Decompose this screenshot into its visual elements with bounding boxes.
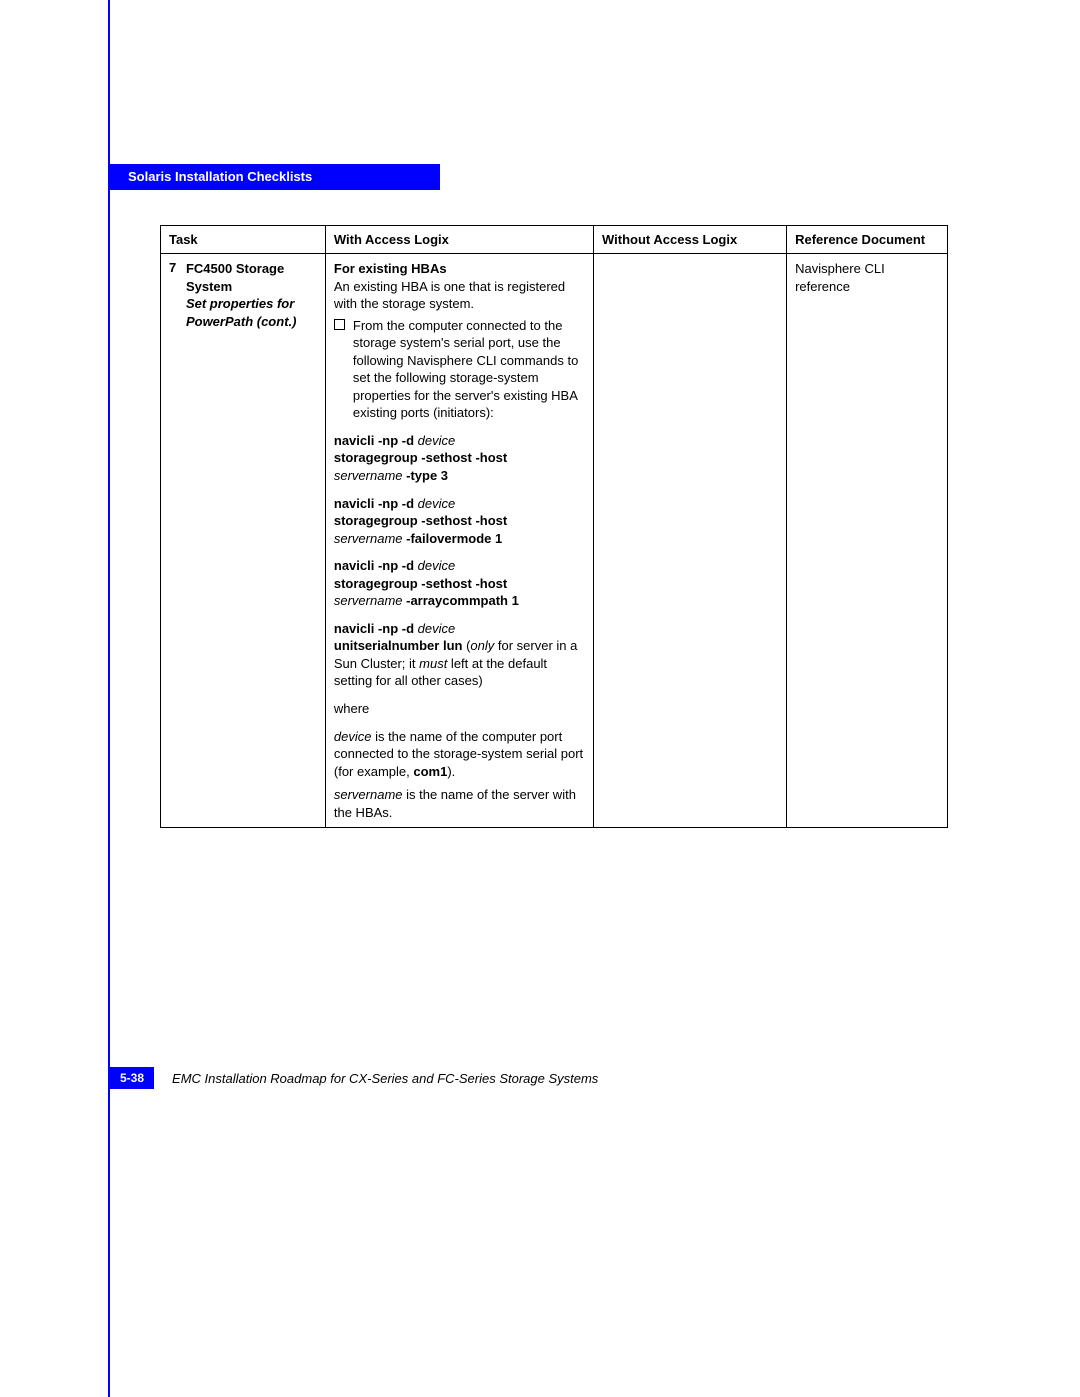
command-block-4: navicli -np -d device unitserialnumber l… <box>334 620 585 690</box>
cmd-var: device <box>418 496 456 511</box>
task-subtitle: Set properties for PowerPath (cont.) <box>186 296 297 329</box>
desc-text: ). <box>447 764 455 779</box>
cell-with: For existing HBAs An existing HBA is one… <box>325 254 593 828</box>
cmd-var: servername <box>334 531 403 546</box>
col-header-ref: Reference Document <box>787 226 948 254</box>
cmd-text: -failovermode 1 <box>403 531 503 546</box>
cmd-var: device <box>418 621 456 636</box>
cmd-text: unitserialnumber lun <box>334 638 463 653</box>
ref-text: Navisphere CLI reference <box>795 260 939 295</box>
cell-without <box>594 254 787 828</box>
command-block-2: navicli -np -d device storagegroup -seth… <box>334 495 585 548</box>
with-intro: An existing HBA is one that is registere… <box>334 278 585 313</box>
desc-device: device is the name of the computer port … <box>334 728 585 781</box>
cmd-text: storagegroup -sethost -host <box>334 450 507 465</box>
checklist-table-wrap: Task With Access Logix Without Access Lo… <box>160 225 948 828</box>
cmd-var: servername <box>334 468 403 483</box>
page-number-badge: 5-38 <box>110 1067 154 1089</box>
cmd-text: navicli -np -d <box>334 558 418 573</box>
cell-num: 7 <box>161 254 186 828</box>
page-footer: 5-38 EMC Installation Roadmap for CX-Ser… <box>110 1067 948 1089</box>
checkbox-icon[interactable] <box>334 319 345 330</box>
col-header-without: Without Access Logix <box>594 226 787 254</box>
desc-text: is the name of the computer port connect… <box>334 729 583 779</box>
table-header-row: Task With Access Logix Without Access Lo… <box>161 226 948 254</box>
desc-servername: servername is the name of the server wit… <box>334 786 585 821</box>
with-bullet-text: From the computer connected to the stora… <box>353 317 585 422</box>
cmd-var: must <box>419 656 447 671</box>
command-block-3: navicli -np -d device storagegroup -seth… <box>334 557 585 610</box>
cmd-text: storagegroup -sethost -host <box>334 513 507 528</box>
page-frame: Solaris Installation Checklists Task Wit… <box>108 0 948 1397</box>
col-header-task-num: Task <box>161 226 326 254</box>
cmd-text: navicli -np -d <box>334 433 418 448</box>
where-label: where <box>334 700 585 718</box>
footer-title: EMC Installation Roadmap for CX-Series a… <box>172 1071 598 1086</box>
cmd-var: device <box>418 558 456 573</box>
cmd-text: -type 3 <box>403 468 449 483</box>
cmd-text: storagegroup -sethost -host <box>334 576 507 591</box>
col-header-with: With Access Logix <box>325 226 593 254</box>
checklist-item: From the computer connected to the stora… <box>334 317 585 422</box>
cmd-var: only <box>470 638 494 653</box>
desc-var: device <box>334 729 372 744</box>
with-heading: For existing HBAs <box>334 260 585 278</box>
cmd-text: navicli -np -d <box>334 496 418 511</box>
command-block-1: navicli -np -d device storagegroup -seth… <box>334 432 585 485</box>
table-row: 7 FC4500 Storage System Set properties f… <box>161 254 948 828</box>
desc-var: servername <box>334 787 403 802</box>
cell-ref: Navisphere CLI reference <box>787 254 948 828</box>
cmd-text: navicli -np -d <box>334 621 418 636</box>
checklist-table: Task With Access Logix Without Access Lo… <box>160 225 948 828</box>
cmd-var: servername <box>334 593 403 608</box>
cell-task: FC4500 Storage System Set properties for… <box>186 254 325 828</box>
task-title: FC4500 Storage System <box>186 261 284 294</box>
cmd-text: -arraycommpath 1 <box>403 593 519 608</box>
desc-bold: com1 <box>413 764 447 779</box>
cmd-var: device <box>418 433 456 448</box>
section-tab: Solaris Installation Checklists <box>110 164 440 190</box>
